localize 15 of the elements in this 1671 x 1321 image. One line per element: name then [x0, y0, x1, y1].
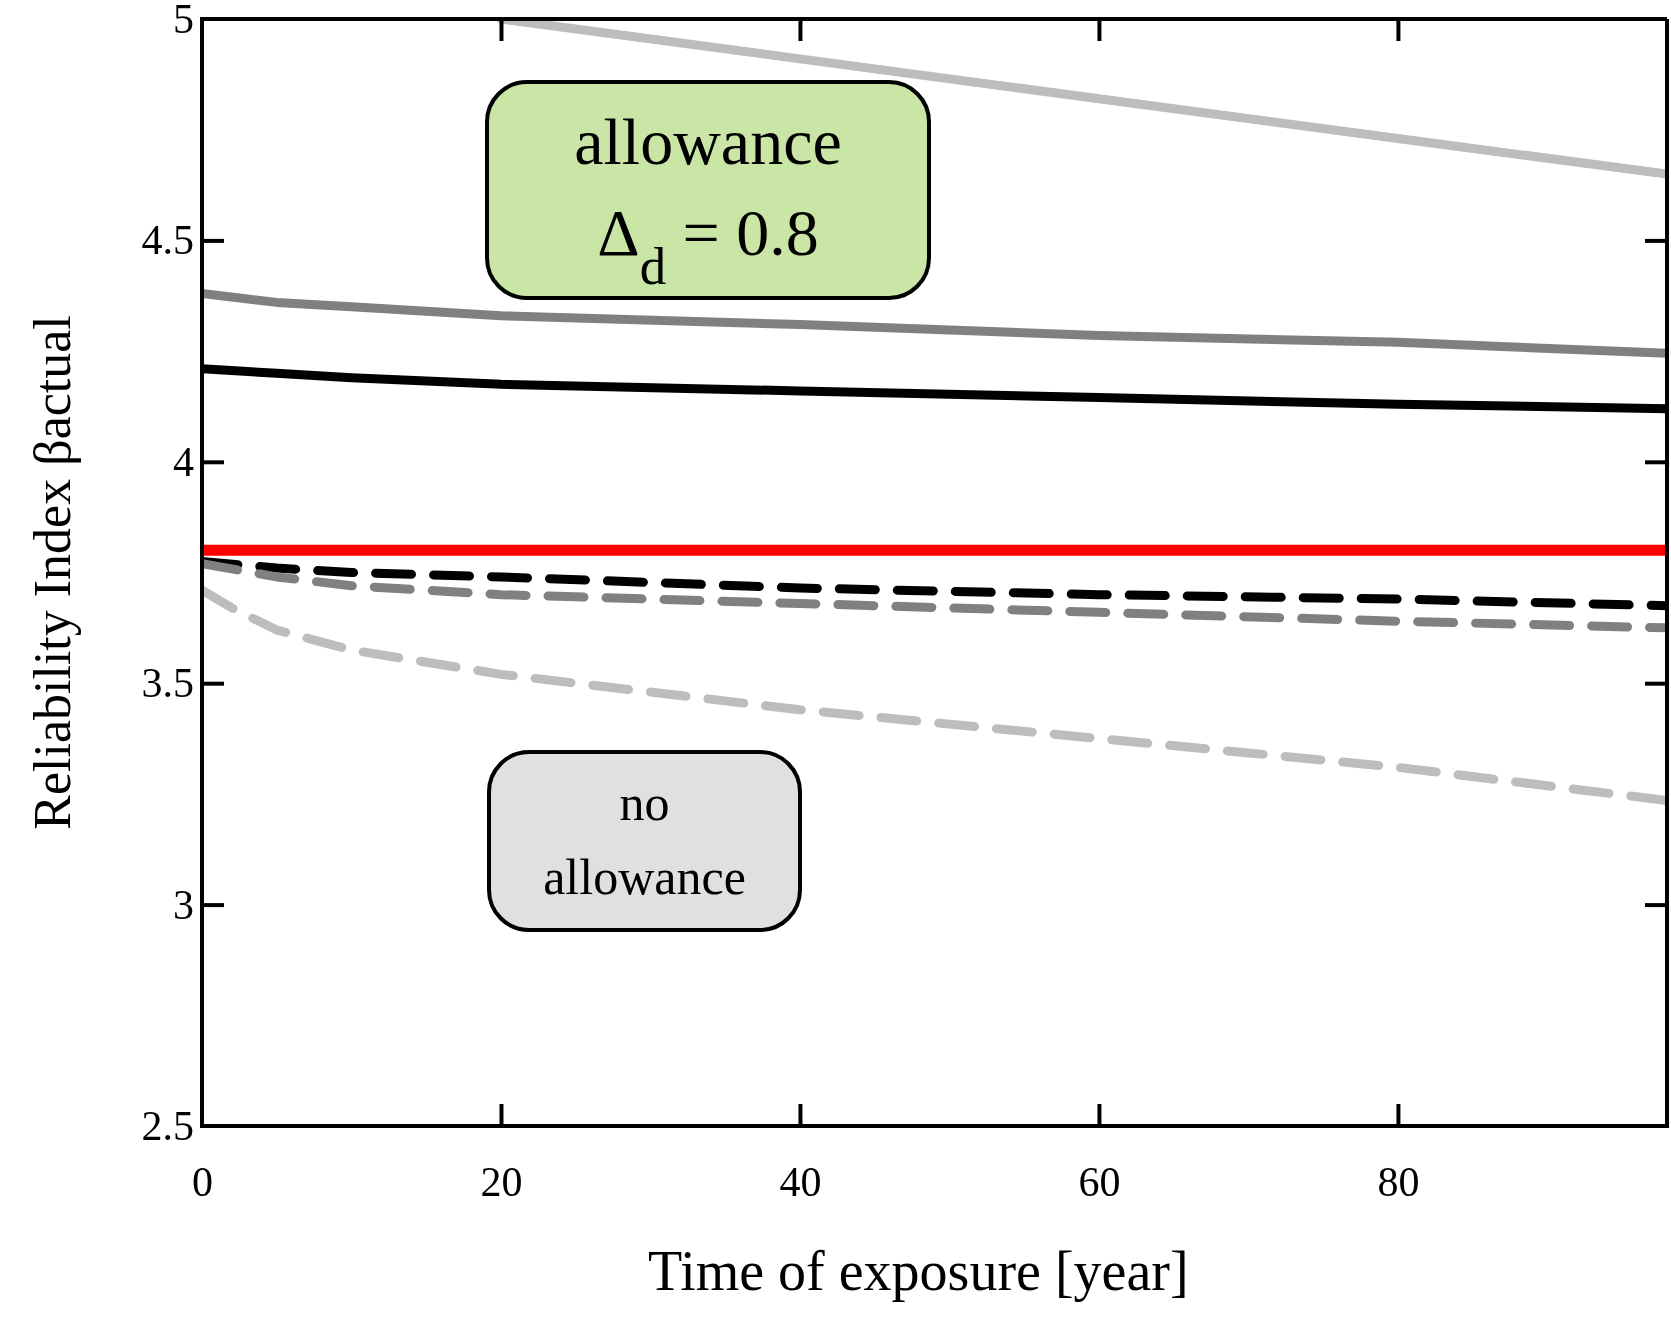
x-tick-label: 80	[1377, 1158, 1420, 1205]
annotation: allowance Δ$_{d}$ = 0.8	[574, 105, 842, 295]
x-tick-label: 20	[480, 1158, 523, 1205]
y-tick-label: 5	[173, 0, 194, 42]
x-tick-label: 0	[192, 1158, 213, 1205]
y-tick-label: 4	[173, 438, 194, 485]
y-tick-label: 3.5	[141, 660, 194, 707]
y-tick-label: 4.5	[141, 217, 194, 264]
annotation: no allowance	[543, 774, 746, 906]
x-tick-label: 40	[779, 1158, 822, 1205]
y-tick-label: 2.5	[141, 1102, 194, 1149]
y-tick-label: 3	[173, 881, 194, 928]
x-tick-label: 60	[1078, 1158, 1121, 1205]
x-axis-title: Time of exposure [year]	[647, 1240, 1189, 1302]
y-axis-title: Reliability Index βactual	[24, 315, 81, 830]
